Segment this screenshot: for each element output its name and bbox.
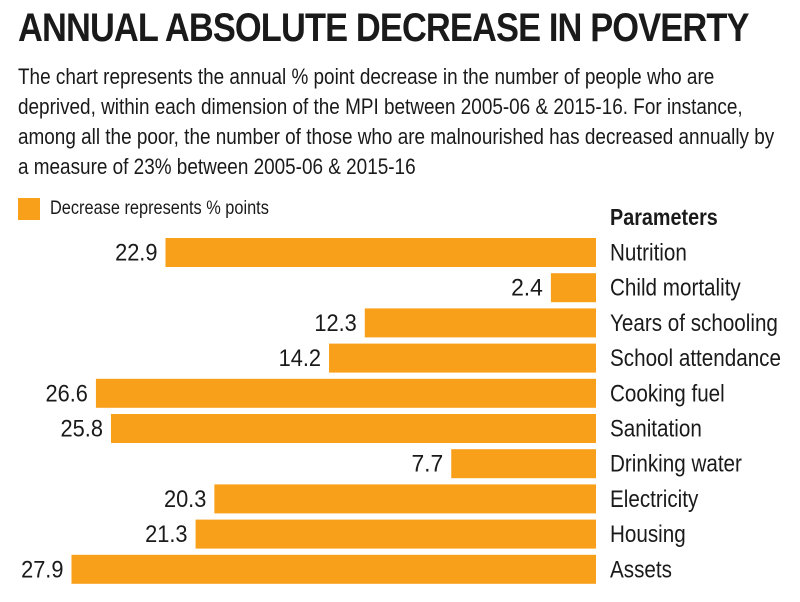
category-label: Child mortality xyxy=(610,275,741,302)
category-label: School attendance xyxy=(610,345,781,372)
bar-value-label: 7.7 xyxy=(411,451,443,478)
bar-value-label: 21.3 xyxy=(145,521,187,548)
category-label: Sanitation xyxy=(610,416,702,443)
bar-assets xyxy=(71,554,597,584)
bar-value-label: 12.3 xyxy=(314,310,356,337)
chart-subtitle: The chart represents the annual % point … xyxy=(18,64,775,179)
legend-label: Decrease represents % points xyxy=(50,198,269,219)
bar-cooking-fuel xyxy=(95,378,597,408)
bar-value-label: 2.4 xyxy=(511,275,543,302)
legend: Decrease represents % points xyxy=(18,198,305,220)
chart-title: ANNUAL ABSOLUTE DECREASE IN POVERTY xyxy=(18,6,749,50)
bar-value-label: 25.8 xyxy=(61,416,103,443)
legend-swatch xyxy=(18,198,40,220)
bar-electricity xyxy=(214,484,597,514)
bar-value-label: 26.6 xyxy=(46,380,88,407)
bar-school-attendance xyxy=(329,343,596,373)
bar-years-of-schooling xyxy=(364,308,596,338)
category-label: Nutrition xyxy=(610,240,687,267)
bar-value-label: 27.9 xyxy=(21,556,63,583)
category-label: Years of schooling xyxy=(610,310,778,337)
category-label: Housing xyxy=(610,521,686,548)
bar-child-mortality xyxy=(550,273,596,303)
bar-value-label: 20.3 xyxy=(164,486,206,513)
parameters-heading: Parameters xyxy=(610,204,718,230)
bar-drinking-water xyxy=(451,449,596,479)
category-label: Cooking fuel xyxy=(610,380,725,407)
bar-nutrition xyxy=(165,238,597,267)
bar-value-label: 22.9 xyxy=(115,240,157,267)
bar-housing xyxy=(195,519,596,549)
bar-value-label: 14.2 xyxy=(279,345,321,372)
bar-sanitation xyxy=(110,414,597,443)
category-label: Assets xyxy=(610,556,672,583)
category-label: Electricity xyxy=(610,486,698,513)
category-label: Drinking water xyxy=(610,451,742,478)
